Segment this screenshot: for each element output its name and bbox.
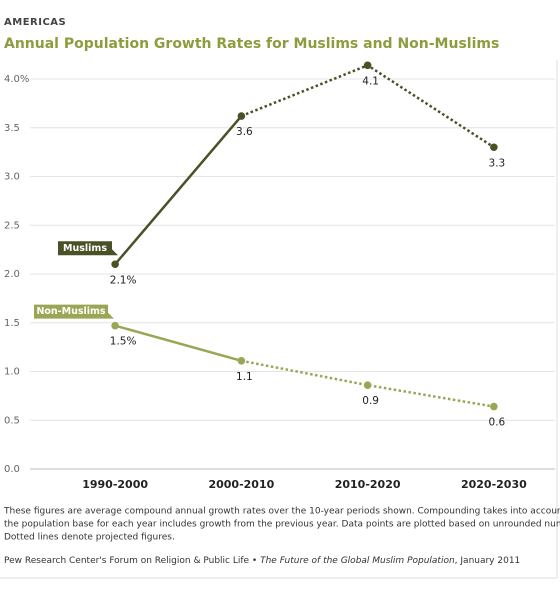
point — [237, 112, 246, 120]
legend-box — [34, 304, 114, 319]
note: the population base for each year includ… — [4, 520, 560, 530]
value-label: 3.6 — [236, 126, 253, 138]
y-tick-label: 1.0 — [4, 367, 20, 378]
y-tick-label: 0.0 — [4, 464, 20, 475]
value-label: 2.1% — [110, 274, 137, 286]
value-label: 1.5% — [110, 336, 137, 348]
value-label: 3.3 — [489, 157, 506, 169]
source: Pew Research Center's Forum on Religion … — [4, 556, 520, 566]
legend-label: Non-Muslims — [36, 306, 105, 317]
value-label: 0.6 — [489, 417, 506, 429]
x-tick-label: 2010-2020 — [335, 478, 401, 491]
y-tick-label: 1.5 — [4, 318, 20, 329]
y-tick-label: 4.0% — [4, 74, 29, 85]
value-label: 0.9 — [362, 395, 379, 407]
legend-label: Muslims — [63, 243, 107, 254]
y-tick-label: 0.5 — [4, 415, 20, 426]
value-label: 1.1 — [236, 371, 253, 383]
value-label: 4.1 — [362, 75, 379, 87]
source-part: The Future of the Global Muslim Populati… — [260, 556, 455, 566]
point — [490, 143, 498, 152]
y-tick-label: 3.0 — [4, 172, 20, 183]
point — [490, 402, 498, 411]
kicker: AMERICAS — [4, 17, 66, 28]
point — [363, 381, 372, 389]
chart-title: Annual Population Growth Rates for Musli… — [4, 36, 499, 52]
line — [114, 324, 242, 362]
legend-box — [58, 241, 118, 256]
y-tick-label: 3.5 — [4, 123, 20, 134]
note: Dotted lines denote projected figures. — [4, 533, 175, 543]
x-tick-label: 2000-2010 — [208, 478, 274, 491]
point — [237, 356, 246, 365]
line — [114, 115, 243, 266]
point — [111, 321, 119, 330]
point — [363, 61, 372, 70]
y-tick-label: 2.5 — [4, 220, 20, 231]
x-tick-label: 2020-2030 — [461, 478, 527, 491]
y-tick-label: 2.0 — [4, 269, 20, 280]
source-part: , January 2011 — [455, 556, 521, 566]
point — [111, 260, 119, 269]
x-tick-label: 1990-2000 — [82, 478, 148, 491]
source-part: Pew Research Center's Forum on Religion … — [4, 556, 260, 566]
note: These figures are average compound annua… — [3, 507, 560, 517]
